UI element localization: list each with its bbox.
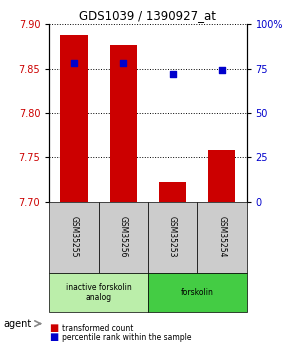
- Bar: [99, 202, 148, 273]
- Text: inactive forskolin
analog: inactive forskolin analog: [66, 283, 131, 302]
- Bar: [110, 46, 137, 202]
- Bar: [60, 35, 88, 202]
- Point: [220, 68, 224, 73]
- Text: ■: ■: [49, 324, 59, 333]
- Point: [170, 71, 175, 77]
- Text: transformed count: transformed count: [62, 324, 134, 333]
- Text: GSM35254: GSM35254: [217, 216, 226, 258]
- Bar: [49, 202, 99, 273]
- Bar: [148, 273, 246, 312]
- Point: [121, 60, 126, 66]
- Text: GSM35255: GSM35255: [69, 216, 79, 258]
- Text: ■: ■: [49, 333, 59, 342]
- Text: GSM35256: GSM35256: [119, 216, 128, 258]
- Text: forskolin: forskolin: [181, 288, 214, 297]
- Bar: [49, 273, 148, 312]
- Text: GSM35253: GSM35253: [168, 216, 177, 258]
- Bar: [148, 202, 197, 273]
- Bar: [159, 182, 186, 202]
- Bar: [208, 150, 235, 202]
- Title: GDS1039 / 1390927_at: GDS1039 / 1390927_at: [79, 9, 216, 22]
- Bar: [197, 202, 246, 273]
- Text: percentile rank within the sample: percentile rank within the sample: [62, 333, 192, 342]
- Text: agent: agent: [3, 319, 31, 328]
- Point: [72, 60, 76, 66]
